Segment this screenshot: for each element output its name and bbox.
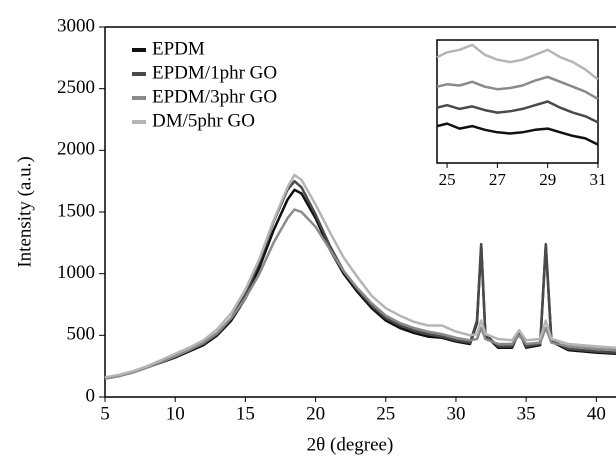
x-tick-label: 30	[446, 403, 465, 424]
series-line	[104, 208, 616, 380]
x-tick-label: 20	[306, 403, 325, 424]
y-tick-label: 1500	[57, 200, 95, 221]
x-tick-label: 25	[439, 170, 456, 189]
legend-label: EPDM/1phr GO	[152, 62, 277, 83]
x-tick-label: 27	[489, 170, 507, 189]
y-tick-label: 2500	[57, 77, 95, 98]
x-tick-label: 40	[587, 403, 606, 424]
x-tick-label: 35	[517, 403, 536, 424]
y-axis-label: Intensity (a.u.)	[14, 156, 35, 267]
legend-label: EPDM/3phr GO	[152, 86, 277, 107]
series-line	[436, 75, 599, 101]
x-tick-label: 29	[539, 170, 556, 189]
series-line	[104, 173, 616, 379]
inset-frame	[436, 39, 599, 164]
series-line	[436, 100, 599, 124]
x-tick-label: 10	[166, 403, 185, 424]
x-tick-label: 31	[590, 170, 607, 189]
y-tick-label: 0	[86, 385, 96, 406]
legend-label: EPDM	[152, 38, 205, 59]
series-line	[436, 43, 599, 81]
x-tick-label: 25	[376, 403, 395, 424]
legend-label: DM/5phr GO	[152, 110, 255, 131]
x-tick-label: 15	[236, 403, 255, 424]
y-tick-label: 500	[67, 324, 96, 345]
series-line	[436, 122, 599, 146]
x-tick-label: 5	[100, 403, 110, 424]
y-tick-label: 3000	[57, 15, 95, 36]
x-axis-label: 2θ (degree)	[307, 434, 394, 455]
y-tick-label: 2000	[57, 139, 95, 160]
y-tick-label: 1000	[57, 262, 95, 283]
